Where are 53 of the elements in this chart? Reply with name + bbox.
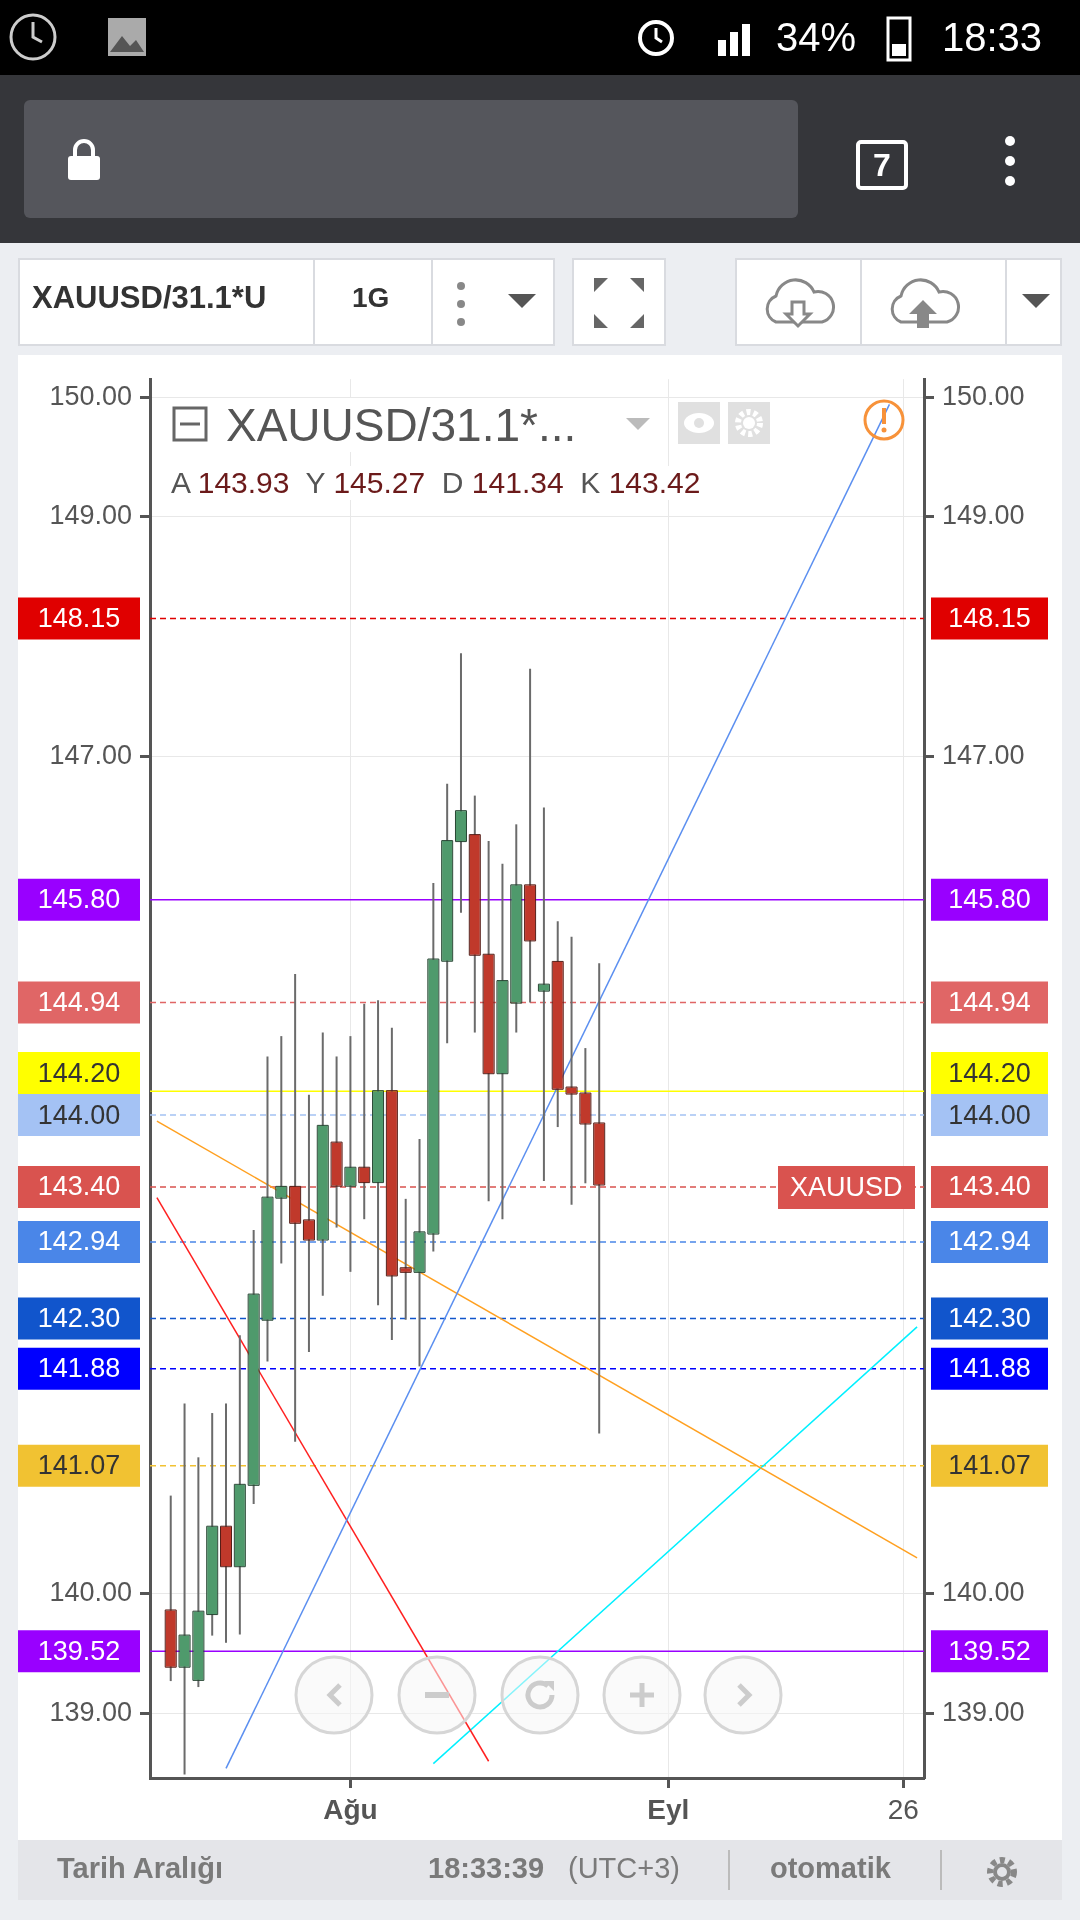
text: 34% bbox=[776, 15, 857, 60]
text: 142.30 bbox=[37, 1302, 121, 1333]
y2-tick-label: 139.00 bbox=[942, 1696, 1025, 1727]
text: 139.52 bbox=[37, 1635, 121, 1666]
text: XAUUSD/31.1*U bbox=[32, 280, 268, 316]
candlestick bbox=[399, 1198, 412, 1320]
text: 141.07 bbox=[37, 1450, 121, 1481]
text: Tarih Aralığı bbox=[57, 1852, 223, 1885]
text: A 143.93 Y 145.27 D 141.34 K 143.42 bbox=[171, 466, 701, 499]
text: 148.15 bbox=[37, 602, 121, 633]
text: 144.00 bbox=[37, 1099, 121, 1130]
text: otomatik bbox=[770, 1852, 891, 1885]
ref-line-label: 141.88 bbox=[948, 1353, 1031, 1384]
ref-line-label: 142.94 bbox=[948, 1226, 1031, 1257]
y-tick-label: 139.00 bbox=[49, 1696, 132, 1727]
ref-line-label: 142.30 bbox=[948, 1302, 1031, 1333]
candlestick bbox=[537, 807, 550, 1181]
text: 1G bbox=[352, 282, 390, 314]
text: (UTC+3) bbox=[568, 1852, 680, 1885]
y-tick-label: 140.00 bbox=[49, 1577, 132, 1608]
text: 144.20 bbox=[37, 1057, 121, 1088]
text: 18:33 bbox=[942, 15, 1043, 60]
text: 7 bbox=[856, 140, 908, 190]
y-tick-label: 150.00 bbox=[49, 380, 132, 411]
y-tick-label: 147.00 bbox=[49, 739, 132, 770]
chart-title: XAUUSD/31.1*... bbox=[222, 398, 581, 452]
text: 18:33:39 bbox=[428, 1852, 545, 1885]
text: 142.94 bbox=[37, 1226, 121, 1257]
candlestick bbox=[289, 973, 302, 1442]
ref-line-label: 145.80 bbox=[948, 884, 1031, 915]
text: 143.40 bbox=[37, 1171, 121, 1202]
y-tick-label: 149.00 bbox=[49, 500, 132, 531]
annotation: XAUUSD bbox=[778, 1166, 915, 1209]
x-tick-label: Eyl bbox=[647, 1793, 690, 1825]
ref-line-label: 143.40 bbox=[948, 1171, 1031, 1202]
y2-tick-label: 147.00 bbox=[942, 739, 1025, 770]
text: 145.80 bbox=[37, 884, 121, 915]
ref-line-label: 144.20 bbox=[948, 1057, 1031, 1088]
ref-line-label: 144.94 bbox=[948, 987, 1031, 1018]
candlestick bbox=[344, 1036, 357, 1272]
y2-tick-label: 140.00 bbox=[942, 1577, 1025, 1608]
candlestick bbox=[358, 1003, 371, 1220]
candlestick bbox=[302, 1094, 315, 1353]
text: 144.94 bbox=[37, 987, 121, 1018]
ref-line-label: 148.15 bbox=[948, 602, 1031, 633]
x-tick-label: Ağu bbox=[323, 1793, 378, 1825]
x-tick-label: 26 bbox=[887, 1793, 919, 1825]
text: 141.88 bbox=[37, 1353, 121, 1384]
ref-line-label: 144.00 bbox=[948, 1099, 1031, 1130]
ref-line-label: 141.07 bbox=[948, 1450, 1031, 1481]
y2-tick-label: 149.00 bbox=[942, 500, 1025, 531]
y2-tick-label: 150.00 bbox=[942, 380, 1025, 411]
ref-line-label: 139.52 bbox=[948, 1635, 1031, 1666]
